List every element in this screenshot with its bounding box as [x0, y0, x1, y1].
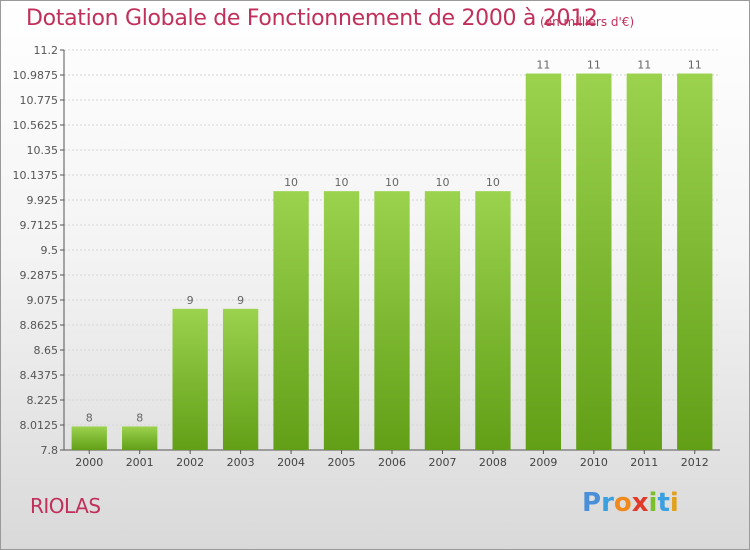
x-tick-label: 2005	[328, 456, 356, 469]
bar-2010	[576, 73, 612, 450]
x-tick-label: 2010	[580, 456, 608, 469]
y-tick-label: 10.35	[27, 144, 59, 157]
logo-letter: i	[669, 488, 679, 518]
x-tick-label: 2007	[428, 456, 456, 469]
y-tick-label: 9.925	[27, 194, 59, 207]
bar-2006	[374, 191, 410, 451]
data-label: 8	[136, 411, 143, 424]
y-tick-label: 10.1375	[13, 169, 59, 182]
logo-letter: i	[648, 488, 658, 518]
y-tick-label: 8.225	[27, 394, 59, 407]
y-tick-label: 9.075	[27, 294, 59, 307]
data-label: 9	[187, 294, 194, 307]
proxiti-logo: Proxiti	[582, 488, 679, 518]
bar-2008	[475, 191, 511, 451]
y-tick-label: 9.2875	[20, 269, 59, 282]
chart-subtitle: (en milliers d'€)	[540, 15, 635, 29]
bar-2005	[323, 191, 360, 451]
bar-2004	[273, 191, 309, 451]
data-label: 11	[536, 59, 550, 72]
bar-2009	[525, 73, 562, 450]
logo-letter: o	[613, 488, 632, 518]
data-label: 10	[335, 176, 349, 189]
logo-letter: x	[631, 488, 649, 518]
x-tick-label: 2008	[479, 456, 507, 469]
y-tick-label: 9.5	[41, 244, 59, 257]
y-tick-label: 10.775	[20, 94, 59, 107]
data-label: 11	[637, 59, 651, 72]
x-tick-label: 2012	[681, 456, 709, 469]
x-tick-label: 2011	[630, 456, 658, 469]
logo-letter: r	[601, 488, 614, 518]
bar-2001	[122, 426, 158, 450]
logo-letter: P	[582, 488, 602, 518]
x-tick-label: 2009	[529, 456, 557, 469]
x-tick-label: 2006	[378, 456, 406, 469]
data-label: 10	[284, 176, 298, 189]
data-label: 10	[435, 176, 449, 189]
y-tick-label: 8.8625	[20, 319, 59, 332]
bar-2003	[222, 308, 259, 450]
y-tick-label: 7.8	[41, 444, 59, 457]
x-tick-label: 2004	[277, 456, 305, 469]
data-label: 8	[86, 411, 93, 424]
x-tick-label: 2000	[75, 456, 103, 469]
y-tick-label: 8.65	[34, 344, 59, 357]
data-label: 11	[688, 59, 702, 72]
data-label: 11	[587, 59, 601, 72]
x-tick-label: 2001	[126, 456, 154, 469]
data-label: 10	[486, 176, 500, 189]
logo-letter: t	[657, 488, 670, 518]
bar-2012	[677, 73, 713, 450]
bar-2000	[71, 426, 107, 450]
chart-title: Dotation Globale de Fonctionnement de 20…	[26, 6, 598, 31]
data-label: 9	[237, 294, 244, 307]
commune-name: RIOLAS	[30, 494, 101, 518]
x-tick-label: 2002	[176, 456, 204, 469]
y-tick-label: 10.9875	[13, 69, 59, 82]
y-tick-label: 8.0125	[20, 419, 59, 432]
bar-2007	[424, 191, 461, 451]
bar-2002	[172, 308, 208, 450]
y-tick-label: 9.7125	[20, 219, 59, 232]
bar-2011	[626, 73, 662, 450]
x-tick-label: 2003	[227, 456, 255, 469]
y-tick-label: 8.4375	[20, 369, 59, 382]
y-tick-label: 10.5625	[13, 119, 59, 132]
data-label: 10	[385, 176, 399, 189]
y-tick-label: 11.2	[34, 44, 59, 57]
